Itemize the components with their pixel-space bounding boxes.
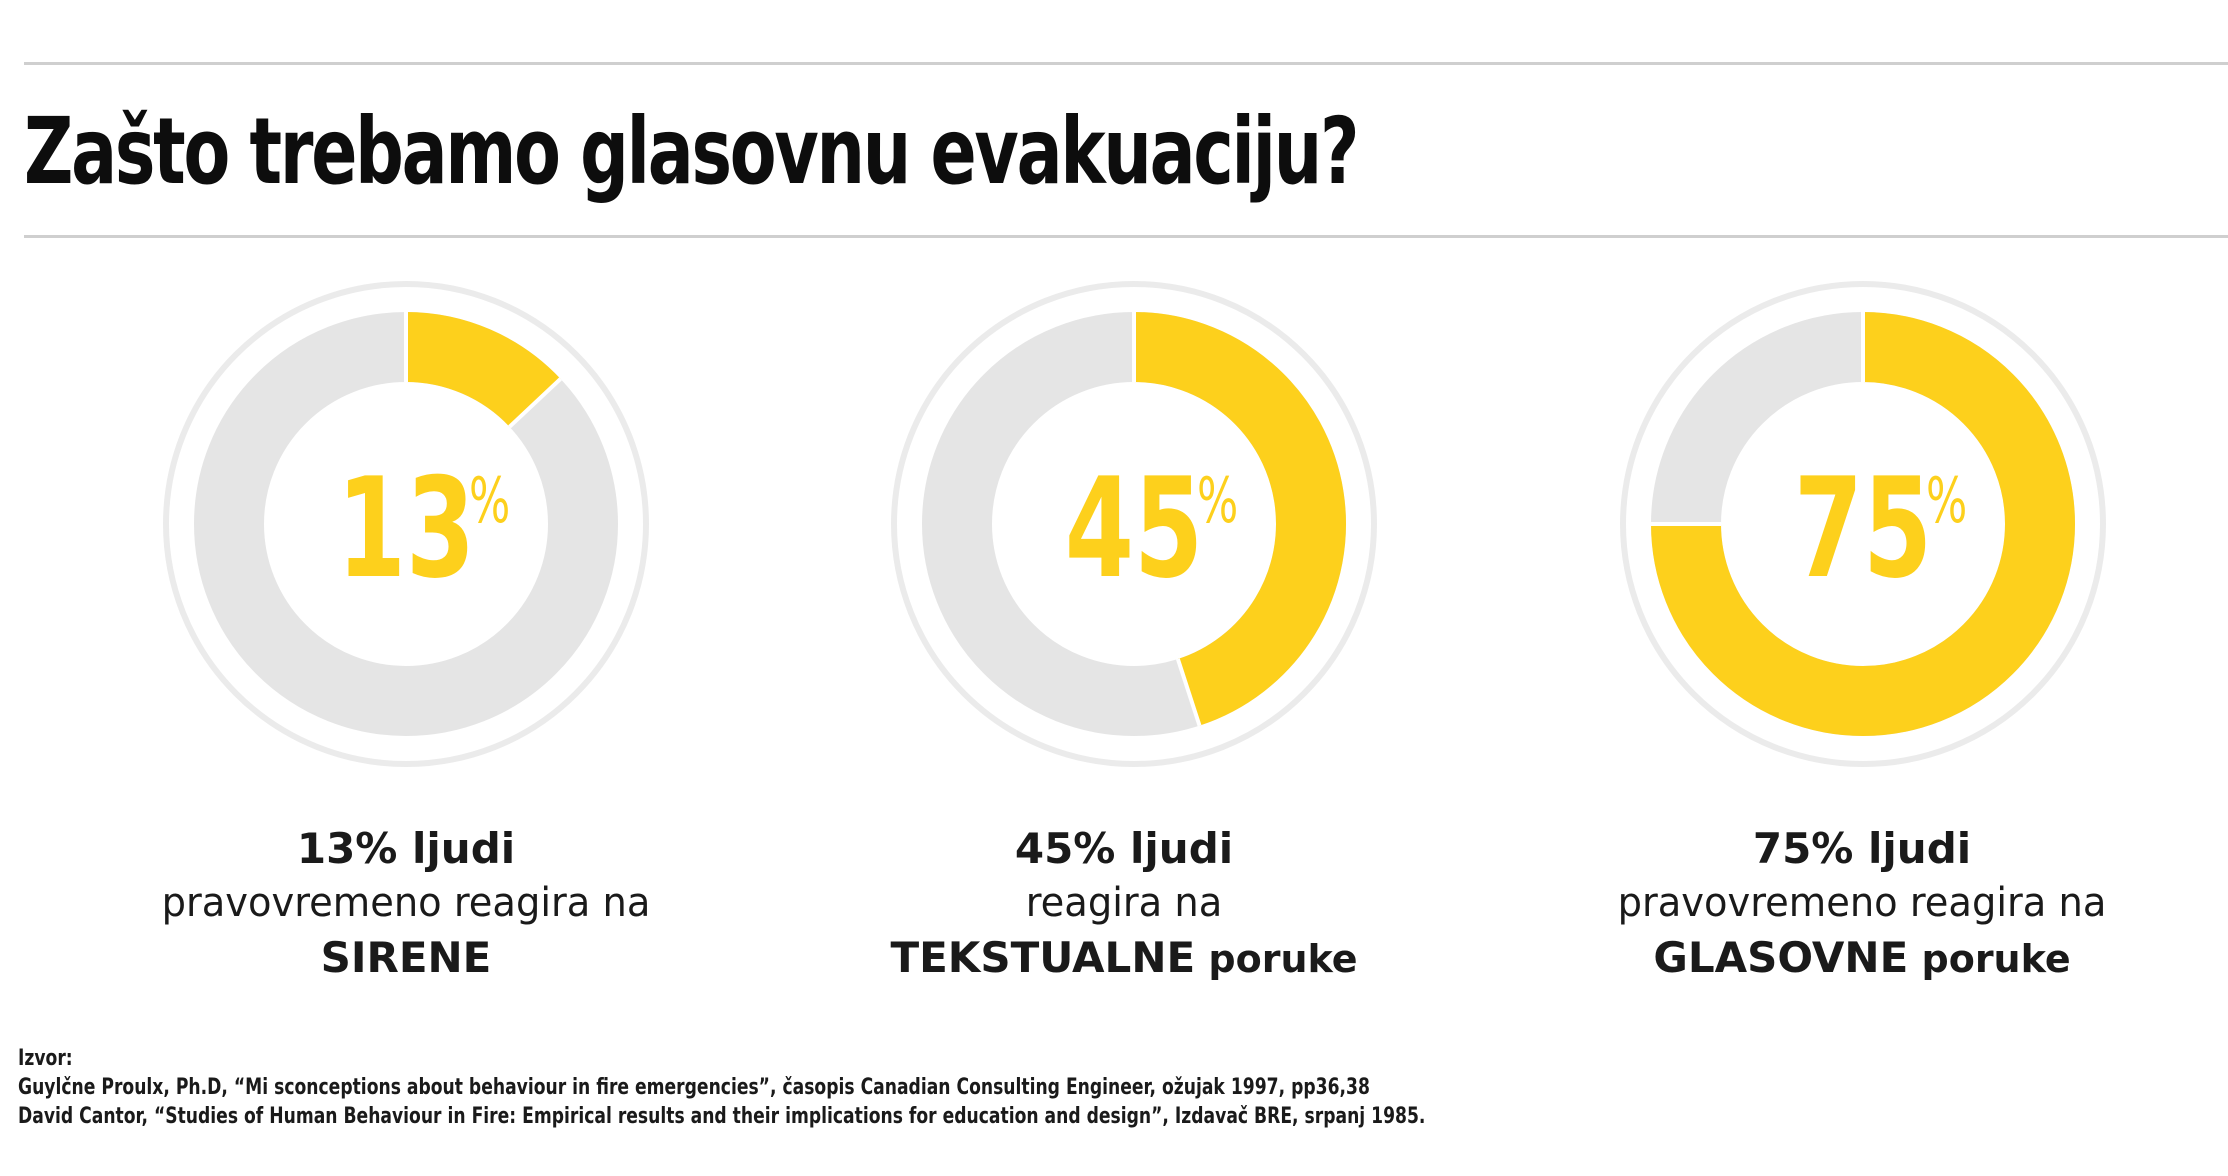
caption-rest: poruke	[1908, 937, 2071, 981]
donut-unit-label: %	[1197, 464, 1238, 537]
segment-separator-end	[508, 377, 562, 429]
donut-value-label: 13	[337, 449, 475, 610]
donut-value-label: 45	[1065, 449, 1203, 610]
donut-value-arc	[405, 312, 561, 428]
caption-strong: TEKSTUALNE	[890, 933, 1196, 982]
donut-unit-label: %	[1926, 464, 1967, 537]
source-line-1: Guylčne Proulx, Ph.D, “Mi sconceptions a…	[18, 1075, 1370, 1100]
page-title: Zašto trebamo glasovnu evakuaciju?	[24, 98, 1359, 205]
donut-svg: 45 %	[891, 281, 1377, 767]
donut-chart-sirene: 13 %	[156, 274, 656, 774]
caption-percentage: 75% ljudi	[1752, 824, 1972, 873]
caption-rest: poruke	[1195, 937, 1358, 981]
donut-unit-label: %	[469, 464, 510, 537]
outer-ring	[1620, 281, 2106, 767]
source-label: Izvor:	[18, 1046, 73, 1071]
outer-ring	[163, 281, 649, 767]
donut-value-label: 75	[1794, 449, 1932, 610]
caption-sirene: 13% ljudi pravovremeno reagira na SIRENE	[56, 822, 756, 987]
caption-strong: GLASOVNE	[1653, 933, 1909, 982]
segment-separator-end	[1175, 658, 1202, 727]
caption-description: pravovremeno reagira na	[161, 880, 651, 926]
caption-percentage: 13% ljudi	[296, 824, 516, 873]
outer-ring	[891, 281, 1377, 767]
caption-description: reagira na	[1025, 880, 1223, 926]
source-line-2: David Cantor, “Studies of Human Behaviou…	[18, 1104, 1426, 1129]
donut-chart-glasovne: 75 %	[1613, 274, 2113, 774]
caption-emphasis: SIRENE	[56, 930, 756, 987]
caption-tekstualne: 45% ljudi reagira na TEKSTUALNE poruke	[774, 822, 1474, 987]
donut-chart-tekstualne: 45 %	[884, 274, 1384, 774]
caption-glasovne: 75% ljudi pravovremeno reagira na GLASOV…	[1512, 822, 2212, 987]
caption-strong: SIRENE	[320, 933, 492, 982]
donut-value-arc	[1133, 312, 1346, 726]
source-block: Izvor: Guylčne Proulx, Ph.D, “Mi sconcep…	[18, 1044, 1578, 1131]
caption-emphasis: GLASOVNE poruke	[1512, 930, 2212, 987]
caption-description: pravovremeno reagira na	[1617, 880, 2107, 926]
caption-percentage: 45% ljudi	[1014, 824, 1234, 873]
caption-emphasis: TEKSTUALNE poruke	[774, 930, 1474, 987]
title-divider	[24, 235, 2228, 238]
donut-svg: 75 %	[1620, 281, 2106, 767]
donut-value-arc	[1651, 312, 2075, 736]
top-divider	[24, 62, 2228, 65]
donut-svg: 13 %	[163, 281, 649, 767]
